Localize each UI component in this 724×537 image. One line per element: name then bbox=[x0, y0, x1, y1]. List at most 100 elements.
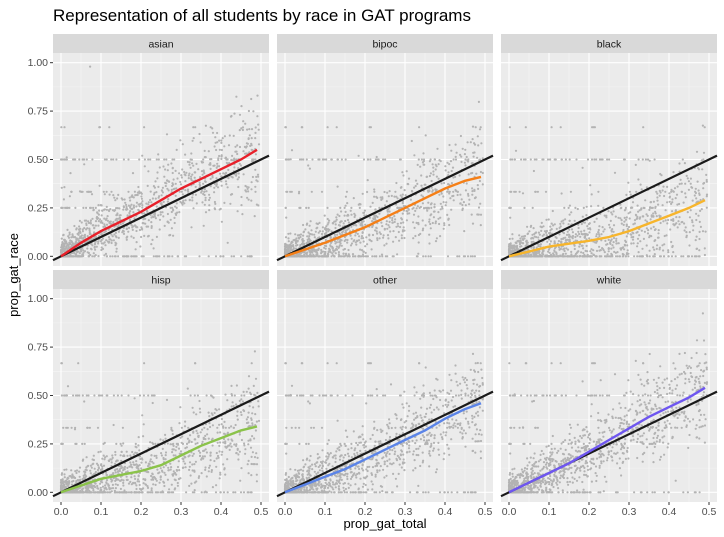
data-point bbox=[103, 223, 106, 226]
data-point bbox=[298, 206, 301, 209]
data-point bbox=[188, 172, 191, 175]
data-point bbox=[412, 237, 415, 240]
data-point bbox=[213, 164, 216, 167]
data-point bbox=[436, 147, 439, 150]
data-point bbox=[81, 228, 84, 231]
data-point bbox=[167, 180, 170, 183]
data-point bbox=[143, 212, 146, 215]
data-point bbox=[687, 180, 691, 183]
data-point bbox=[364, 255, 367, 258]
data-point bbox=[169, 206, 172, 209]
data-point bbox=[578, 245, 581, 248]
data-point bbox=[129, 210, 132, 213]
data-point bbox=[476, 213, 479, 216]
data-point bbox=[67, 255, 70, 258]
data-point bbox=[670, 188, 673, 191]
data-point bbox=[570, 255, 573, 258]
facet-strip-label: black bbox=[597, 39, 622, 51]
data-point bbox=[387, 195, 390, 198]
data-point bbox=[126, 215, 129, 218]
data-point bbox=[174, 194, 177, 197]
data-point bbox=[422, 163, 425, 166]
data-point bbox=[215, 177, 218, 180]
data-point bbox=[82, 206, 85, 209]
data-point bbox=[179, 406, 182, 409]
data-point bbox=[564, 158, 568, 161]
data-point bbox=[458, 174, 461, 177]
data-point bbox=[452, 194, 455, 197]
data-point bbox=[74, 470, 77, 473]
data-point bbox=[639, 240, 642, 243]
data-point bbox=[167, 189, 170, 192]
data-point bbox=[363, 211, 366, 214]
data-point bbox=[142, 482, 145, 485]
data-point bbox=[101, 485, 105, 488]
data-point bbox=[633, 255, 636, 258]
data-point bbox=[467, 173, 470, 176]
data-point bbox=[110, 241, 113, 245]
data-point bbox=[285, 216, 288, 219]
data-point bbox=[177, 477, 180, 481]
data-point bbox=[230, 255, 233, 258]
data-point bbox=[588, 231, 591, 234]
data-point bbox=[317, 248, 320, 251]
data-point bbox=[157, 196, 160, 199]
data-point bbox=[375, 230, 378, 233]
data-point bbox=[149, 460, 152, 463]
data-point bbox=[84, 474, 87, 477]
data-point bbox=[306, 222, 309, 225]
data-point bbox=[304, 255, 307, 258]
data-point bbox=[577, 226, 580, 230]
data-point bbox=[424, 255, 427, 258]
data-point bbox=[320, 248, 323, 252]
data-point bbox=[443, 181, 446, 185]
data-point bbox=[110, 233, 113, 236]
data-point bbox=[223, 420, 226, 423]
data-point bbox=[166, 478, 169, 481]
data-point bbox=[250, 474, 253, 477]
data-point bbox=[181, 442, 185, 445]
data-point bbox=[103, 231, 106, 234]
data-point bbox=[354, 214, 357, 217]
data-point bbox=[438, 193, 441, 196]
data-point bbox=[359, 248, 362, 251]
data-point bbox=[674, 209, 678, 212]
data-point bbox=[247, 190, 250, 193]
data-point bbox=[473, 188, 476, 191]
data-point bbox=[471, 162, 474, 165]
data-point bbox=[362, 255, 365, 258]
data-point bbox=[287, 244, 290, 247]
data-point bbox=[698, 237, 701, 241]
data-point bbox=[335, 218, 338, 221]
data-point bbox=[532, 169, 536, 173]
data-point bbox=[439, 160, 442, 163]
data-point bbox=[219, 441, 222, 444]
data-point bbox=[203, 149, 206, 152]
data-point bbox=[114, 450, 117, 454]
data-point bbox=[418, 126, 421, 129]
data-point bbox=[100, 214, 103, 217]
data-point bbox=[663, 255, 666, 258]
data-point bbox=[432, 216, 435, 219]
data-point bbox=[530, 224, 533, 227]
data-point bbox=[676, 203, 679, 206]
data-point bbox=[255, 463, 259, 466]
data-point bbox=[332, 254, 335, 257]
data-point bbox=[323, 250, 326, 253]
data-point bbox=[83, 163, 86, 166]
data-point bbox=[562, 252, 565, 256]
data-point bbox=[239, 164, 243, 167]
data-point bbox=[631, 201, 635, 204]
data-point bbox=[524, 126, 527, 129]
data-point bbox=[449, 160, 453, 163]
data-point bbox=[471, 222, 475, 225]
data-point bbox=[167, 221, 170, 224]
data-point bbox=[661, 244, 664, 247]
data-point bbox=[374, 229, 377, 232]
data-point bbox=[537, 243, 540, 246]
data-point bbox=[71, 234, 74, 237]
data-point bbox=[417, 215, 420, 218]
data-point bbox=[617, 242, 620, 245]
data-point bbox=[686, 211, 689, 214]
data-point bbox=[374, 158, 377, 161]
